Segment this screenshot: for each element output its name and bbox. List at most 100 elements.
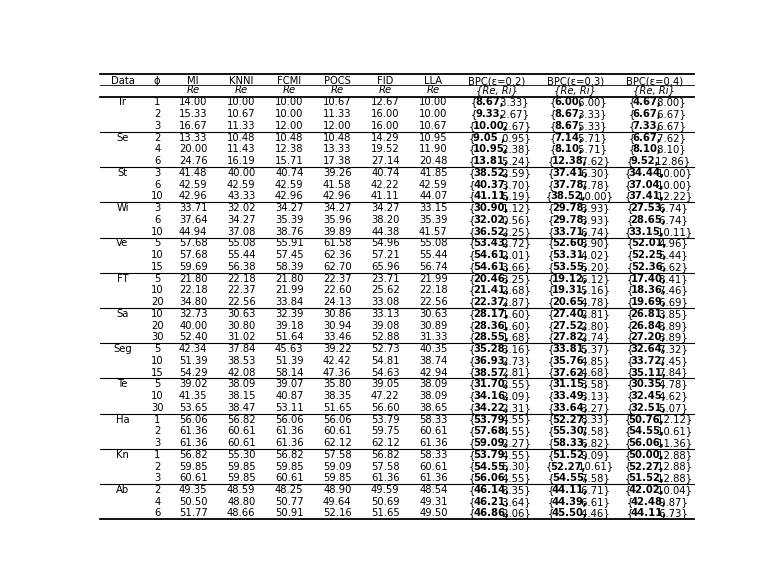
Text: 11.33: 11.33 [323, 109, 351, 119]
Text: 38.57,: 38.57, [473, 367, 509, 377]
Text: 59.85: 59.85 [227, 473, 255, 483]
Text: {: { [469, 121, 475, 131]
Text: 10.67: 10.67 [227, 109, 255, 119]
Text: 59.09,: 59.09, [473, 438, 509, 448]
Text: 33.46: 33.46 [323, 332, 351, 342]
Text: 6: 6 [154, 180, 160, 190]
Text: 44.39,: 44.39, [552, 497, 587, 507]
Text: 5: 5 [154, 344, 160, 354]
Text: {: { [548, 215, 554, 225]
Text: 3.89}: 3.89} [656, 332, 688, 342]
Text: 13.33: 13.33 [179, 133, 207, 143]
Text: MI: MI [187, 76, 199, 86]
Text: 60.61: 60.61 [419, 461, 447, 471]
Text: {: { [546, 461, 552, 471]
Text: 4.55}: 4.55} [499, 473, 531, 483]
Text: 32.73: 32.73 [179, 309, 207, 319]
Text: {: { [626, 156, 633, 166]
Text: {: { [625, 168, 631, 178]
Text: 42.94: 42.94 [419, 367, 447, 377]
Text: 35.28,: 35.28, [473, 344, 509, 354]
Text: 30.63: 30.63 [420, 309, 447, 319]
Text: 54.81: 54.81 [371, 356, 399, 366]
Text: 2.67}: 2.67} [499, 121, 531, 131]
Text: 7.62}: 7.62} [577, 156, 610, 166]
Text: 39.22: 39.22 [323, 344, 351, 354]
Text: 34.27: 34.27 [275, 203, 303, 213]
Text: 10: 10 [151, 191, 163, 201]
Text: 3.35}: 3.35} [499, 485, 531, 495]
Text: Ab: Ab [116, 485, 129, 495]
Text: 31.70,: 31.70, [473, 379, 509, 389]
Text: BPC(ε=0.3): BPC(ε=0.3) [547, 76, 604, 86]
Text: Ve: Ve [116, 238, 128, 248]
Text: 12.00: 12.00 [323, 121, 351, 131]
Text: Re: Re [283, 86, 296, 96]
Text: 5: 5 [154, 238, 160, 248]
Text: {: { [469, 227, 475, 237]
Text: 3.58}: 3.58} [577, 379, 609, 389]
Text: 41.11: 41.11 [371, 191, 399, 201]
Text: {: { [469, 285, 475, 295]
Text: {: { [469, 450, 475, 460]
Text: 6.71}: 6.71} [577, 485, 610, 495]
Text: 4.55}: 4.55} [499, 450, 531, 460]
Text: 55.30,: 55.30, [552, 426, 587, 436]
Text: 10.61}: 10.61} [575, 461, 614, 471]
Text: 52.25,: 52.25, [631, 250, 666, 260]
Text: 3: 3 [154, 438, 160, 448]
Text: 30.80: 30.80 [227, 321, 255, 330]
Text: 10.48: 10.48 [323, 133, 351, 143]
Text: {: { [469, 309, 475, 319]
Text: 3: 3 [154, 121, 160, 131]
Text: 46.21,: 46.21, [473, 497, 509, 507]
Text: 31.02: 31.02 [227, 332, 255, 342]
Text: 1.12}: 1.12} [499, 203, 531, 213]
Text: 47.36: 47.36 [323, 367, 351, 377]
Text: 37.08: 37.08 [227, 227, 255, 237]
Text: 2.55}: 2.55} [499, 379, 531, 389]
Text: 62.36: 62.36 [323, 250, 351, 260]
Text: 55.91: 55.91 [275, 238, 303, 248]
Text: 46.86,: 46.86, [473, 508, 509, 518]
Text: 37.41,: 37.41, [552, 168, 587, 178]
Text: 12.88}: 12.88} [654, 450, 692, 460]
Text: {: { [626, 403, 633, 413]
Text: 56.06: 56.06 [275, 414, 303, 424]
Text: {: { [548, 450, 554, 460]
Text: 58.33,: 58.33, [552, 438, 587, 448]
Text: 45.50,: 45.50, [552, 508, 587, 518]
Text: 22.18: 22.18 [419, 285, 447, 295]
Text: 6.82}: 6.82} [577, 438, 609, 448]
Text: 8.10,: 8.10, [633, 144, 662, 154]
Text: 3.27}: 3.27} [577, 403, 609, 413]
Text: 7.46}: 7.46} [656, 285, 688, 295]
Text: {: { [469, 274, 475, 284]
Text: 44.07: 44.07 [420, 191, 447, 201]
Text: {: { [548, 473, 554, 483]
Text: {: { [469, 403, 475, 413]
Text: 5.19}: 5.19} [499, 191, 531, 201]
Text: 13.81,: 13.81, [473, 156, 509, 166]
Text: 0.56}: 0.56} [499, 215, 531, 225]
Text: 19.52: 19.52 [371, 144, 399, 154]
Text: 53.55,: 53.55, [552, 262, 587, 272]
Text: 48.54: 48.54 [420, 485, 447, 495]
Text: 3.93}: 3.93} [577, 203, 609, 213]
Text: 62.12: 62.12 [371, 438, 399, 448]
Text: 40.00: 40.00 [179, 321, 207, 330]
Text: 15: 15 [151, 367, 163, 377]
Text: 22.18: 22.18 [179, 285, 207, 295]
Text: 54.55,: 54.55, [552, 473, 588, 483]
Text: 2.72}: 2.72} [499, 238, 531, 248]
Text: 33.15: 33.15 [419, 203, 447, 213]
Text: 33.84: 33.84 [276, 297, 303, 307]
Text: 12.67: 12.67 [371, 97, 399, 107]
Text: {: { [625, 450, 631, 460]
Text: 28.55,: 28.55, [473, 332, 509, 342]
Text: {: { [469, 168, 475, 178]
Text: 55.08: 55.08 [419, 238, 447, 248]
Text: Seg: Seg [113, 344, 132, 354]
Text: 40.74: 40.74 [275, 168, 303, 178]
Text: 12.22}: 12.22} [654, 191, 693, 201]
